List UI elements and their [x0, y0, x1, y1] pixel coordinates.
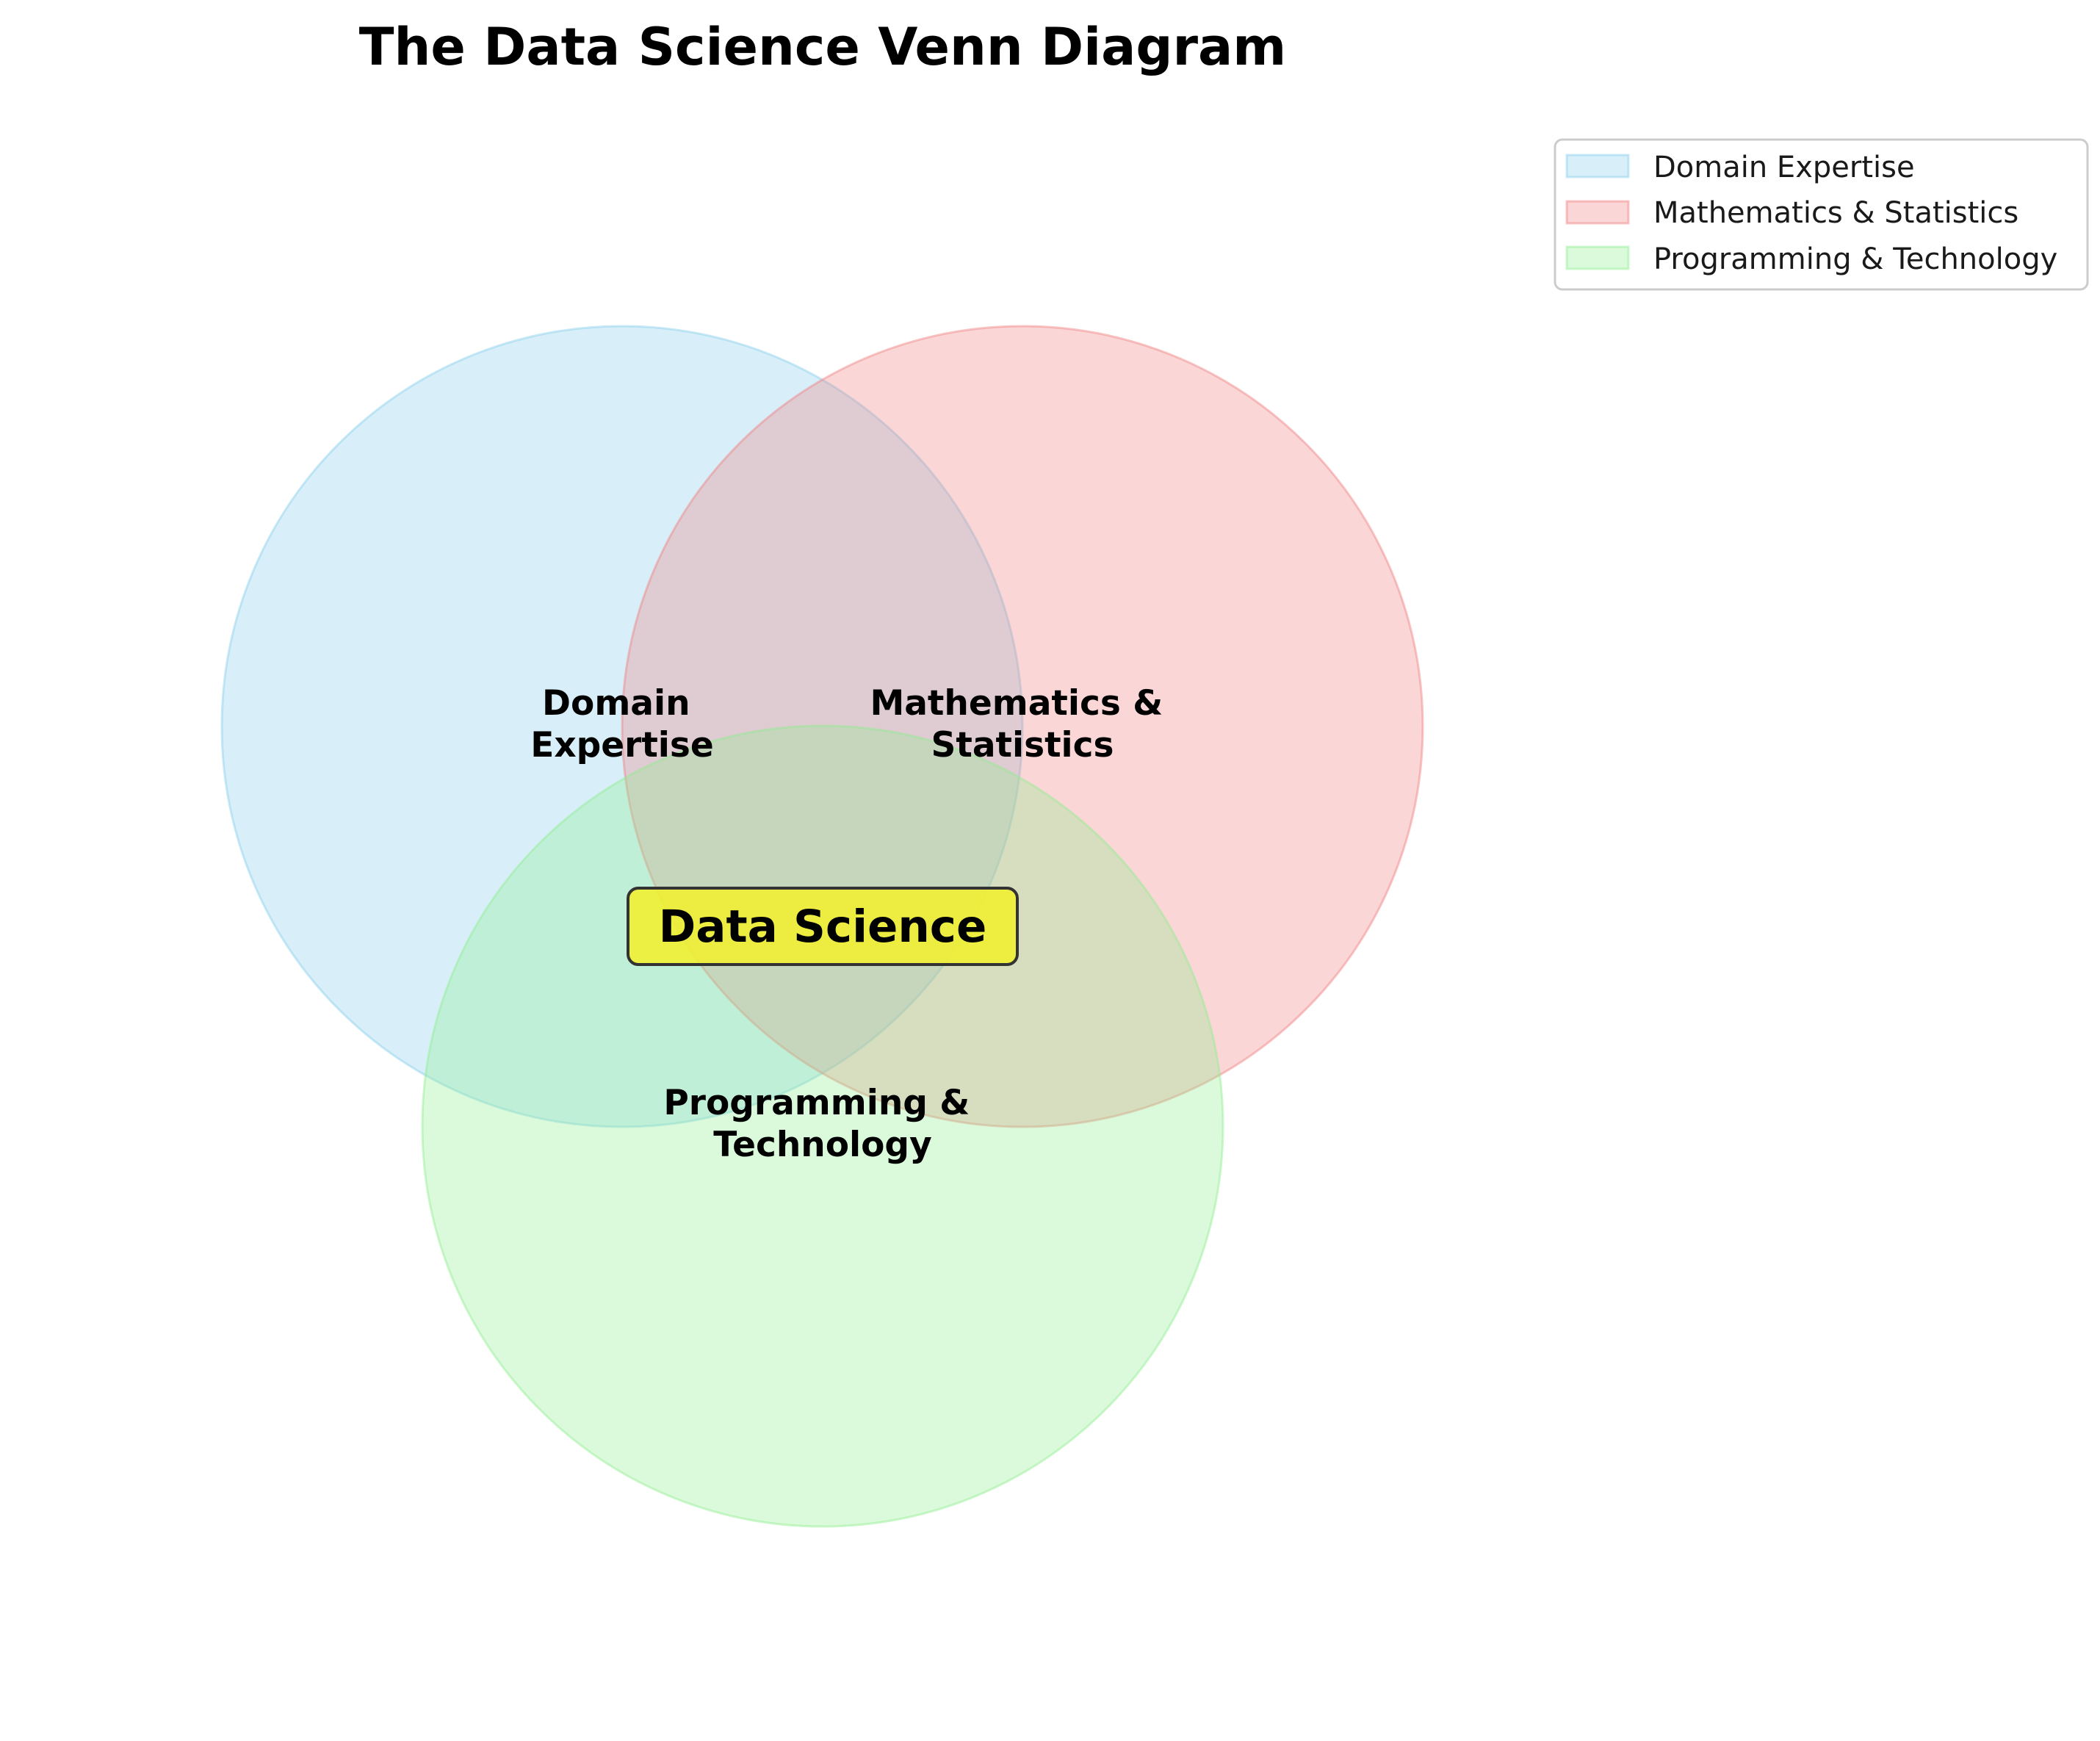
center-label: Data Science — [659, 901, 987, 953]
legend-swatch-programming-technology — [1565, 245, 1630, 270]
center-label-box — [627, 887, 1019, 966]
label-mathematics-statistics-line-1: Mathematics & — [870, 683, 1163, 724]
legend-swatch-mathematics-statistics — [1565, 200, 1630, 225]
label-domain-expertise: Domain Expertise — [530, 683, 714, 765]
legend-label-programming-technology: Programming & Technology — [1653, 242, 2057, 276]
legend-frame — [1554, 138, 2089, 291]
label-mathematics-statistics-line-2: Statistics — [931, 725, 1114, 765]
label-programming-technology-line-1: Programming & — [663, 1083, 970, 1123]
legend: Domain Expertise Mathematics & Statistic… — [1554, 138, 2089, 291]
diagram-title: The Data Science Venn Diagram — [359, 17, 1286, 77]
label-programming-technology: Programming & Technology — [663, 1083, 981, 1165]
label-mathematics-statistics: Mathematics & Statistics — [870, 683, 1175, 765]
center-intersection: Data Science — [627, 887, 1019, 966]
legend-label-mathematics-statistics: Mathematics & Statistics — [1653, 196, 2018, 230]
legend-swatch-domain-expertise — [1565, 154, 1630, 179]
label-domain-expertise-line-1: Domain — [542, 683, 690, 724]
circle-programming-technology — [421, 724, 1224, 1528]
legend-label-domain-expertise: Domain Expertise — [1653, 151, 1915, 184]
label-domain-expertise-line-2: Expertise — [530, 725, 714, 765]
label-programming-technology-line-2: Technology — [713, 1125, 931, 1165]
